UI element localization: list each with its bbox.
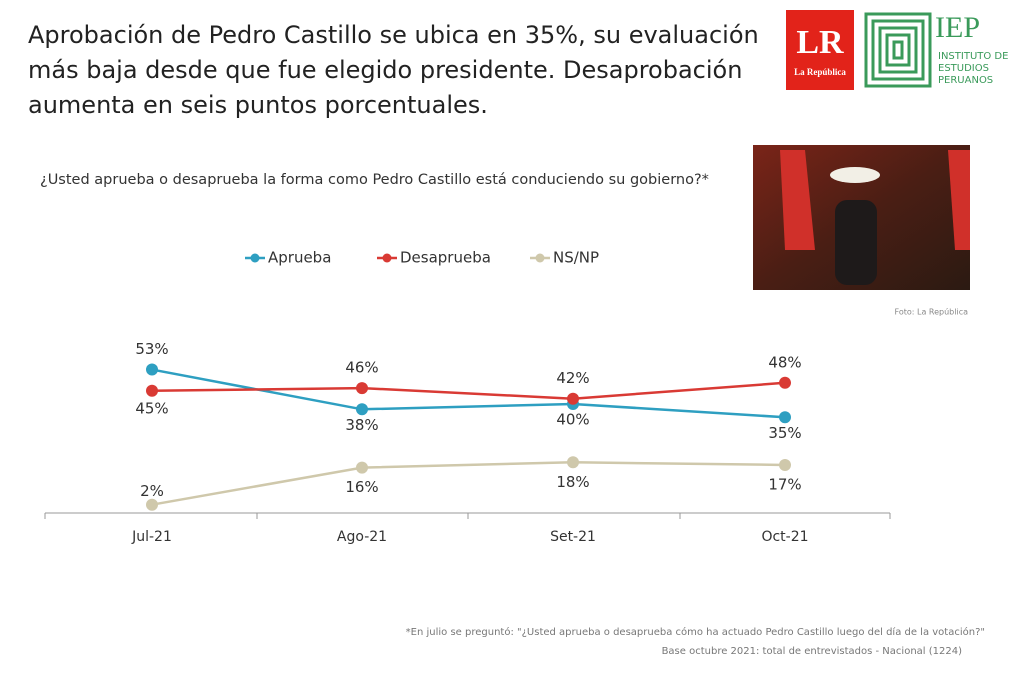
point (146, 384, 158, 397)
lr-name: La República (794, 67, 846, 77)
photo-credit: Foto: La República (895, 308, 969, 317)
legend-label: Desaprueba (400, 249, 491, 267)
x-tick-label: Set-21 (550, 529, 596, 545)
value-label: 2% (140, 482, 164, 500)
value-label: 17% (768, 475, 801, 493)
point (779, 376, 791, 389)
value-label: 16% (345, 478, 378, 496)
iep-icon (864, 12, 932, 88)
lr-text: LR (796, 24, 844, 61)
value-label: 48% (768, 353, 801, 371)
legend-label: Aprueba (268, 249, 331, 267)
legend-marker (535, 253, 545, 263)
photo-flag (948, 150, 970, 250)
point (146, 498, 158, 511)
point (567, 392, 579, 405)
photo-figure (835, 200, 877, 285)
point (567, 456, 579, 469)
iep-name: PERUANOS (938, 75, 993, 86)
iep-name: ESTUDIOS (938, 63, 989, 74)
point (356, 382, 368, 395)
note: *En julio se preguntó: "¿Usted aprueba o… (406, 626, 985, 638)
photo-hat (830, 167, 880, 183)
lr-logo (786, 10, 854, 90)
x-tick-label: Ago-21 (337, 529, 387, 545)
point (356, 461, 368, 474)
value-label: 38% (345, 416, 378, 434)
value-label: 45% (135, 399, 168, 417)
x-tick-label: Jul-21 (131, 529, 172, 545)
value-label: 42% (556, 369, 589, 387)
photo-flag (780, 150, 815, 250)
title: Aprobación de Pedro Castillo se ubica en… (28, 21, 759, 119)
value-label: 53% (135, 340, 168, 358)
value-label: 40% (556, 411, 589, 429)
value-label: 35% (768, 424, 801, 442)
point (779, 458, 791, 471)
point (779, 411, 791, 424)
note: Base octubre 2021: total de entrevistado… (662, 646, 963, 657)
legend-marker (382, 253, 392, 263)
point (356, 403, 368, 416)
value-label: 18% (556, 473, 589, 491)
iep-name: INSTITUTO DE (938, 51, 1008, 62)
legend-marker (250, 253, 260, 263)
subtitle: ¿Usted aprueba o desaprueba la forma com… (40, 172, 709, 188)
series-line (151, 381, 786, 400)
value-label: 46% (345, 359, 378, 377)
series-line (151, 461, 786, 506)
iep-text: IEP (935, 11, 980, 44)
point (146, 363, 158, 376)
x-tick-label: Oct-21 (761, 529, 808, 545)
legend-label: NS/NP (553, 249, 599, 267)
